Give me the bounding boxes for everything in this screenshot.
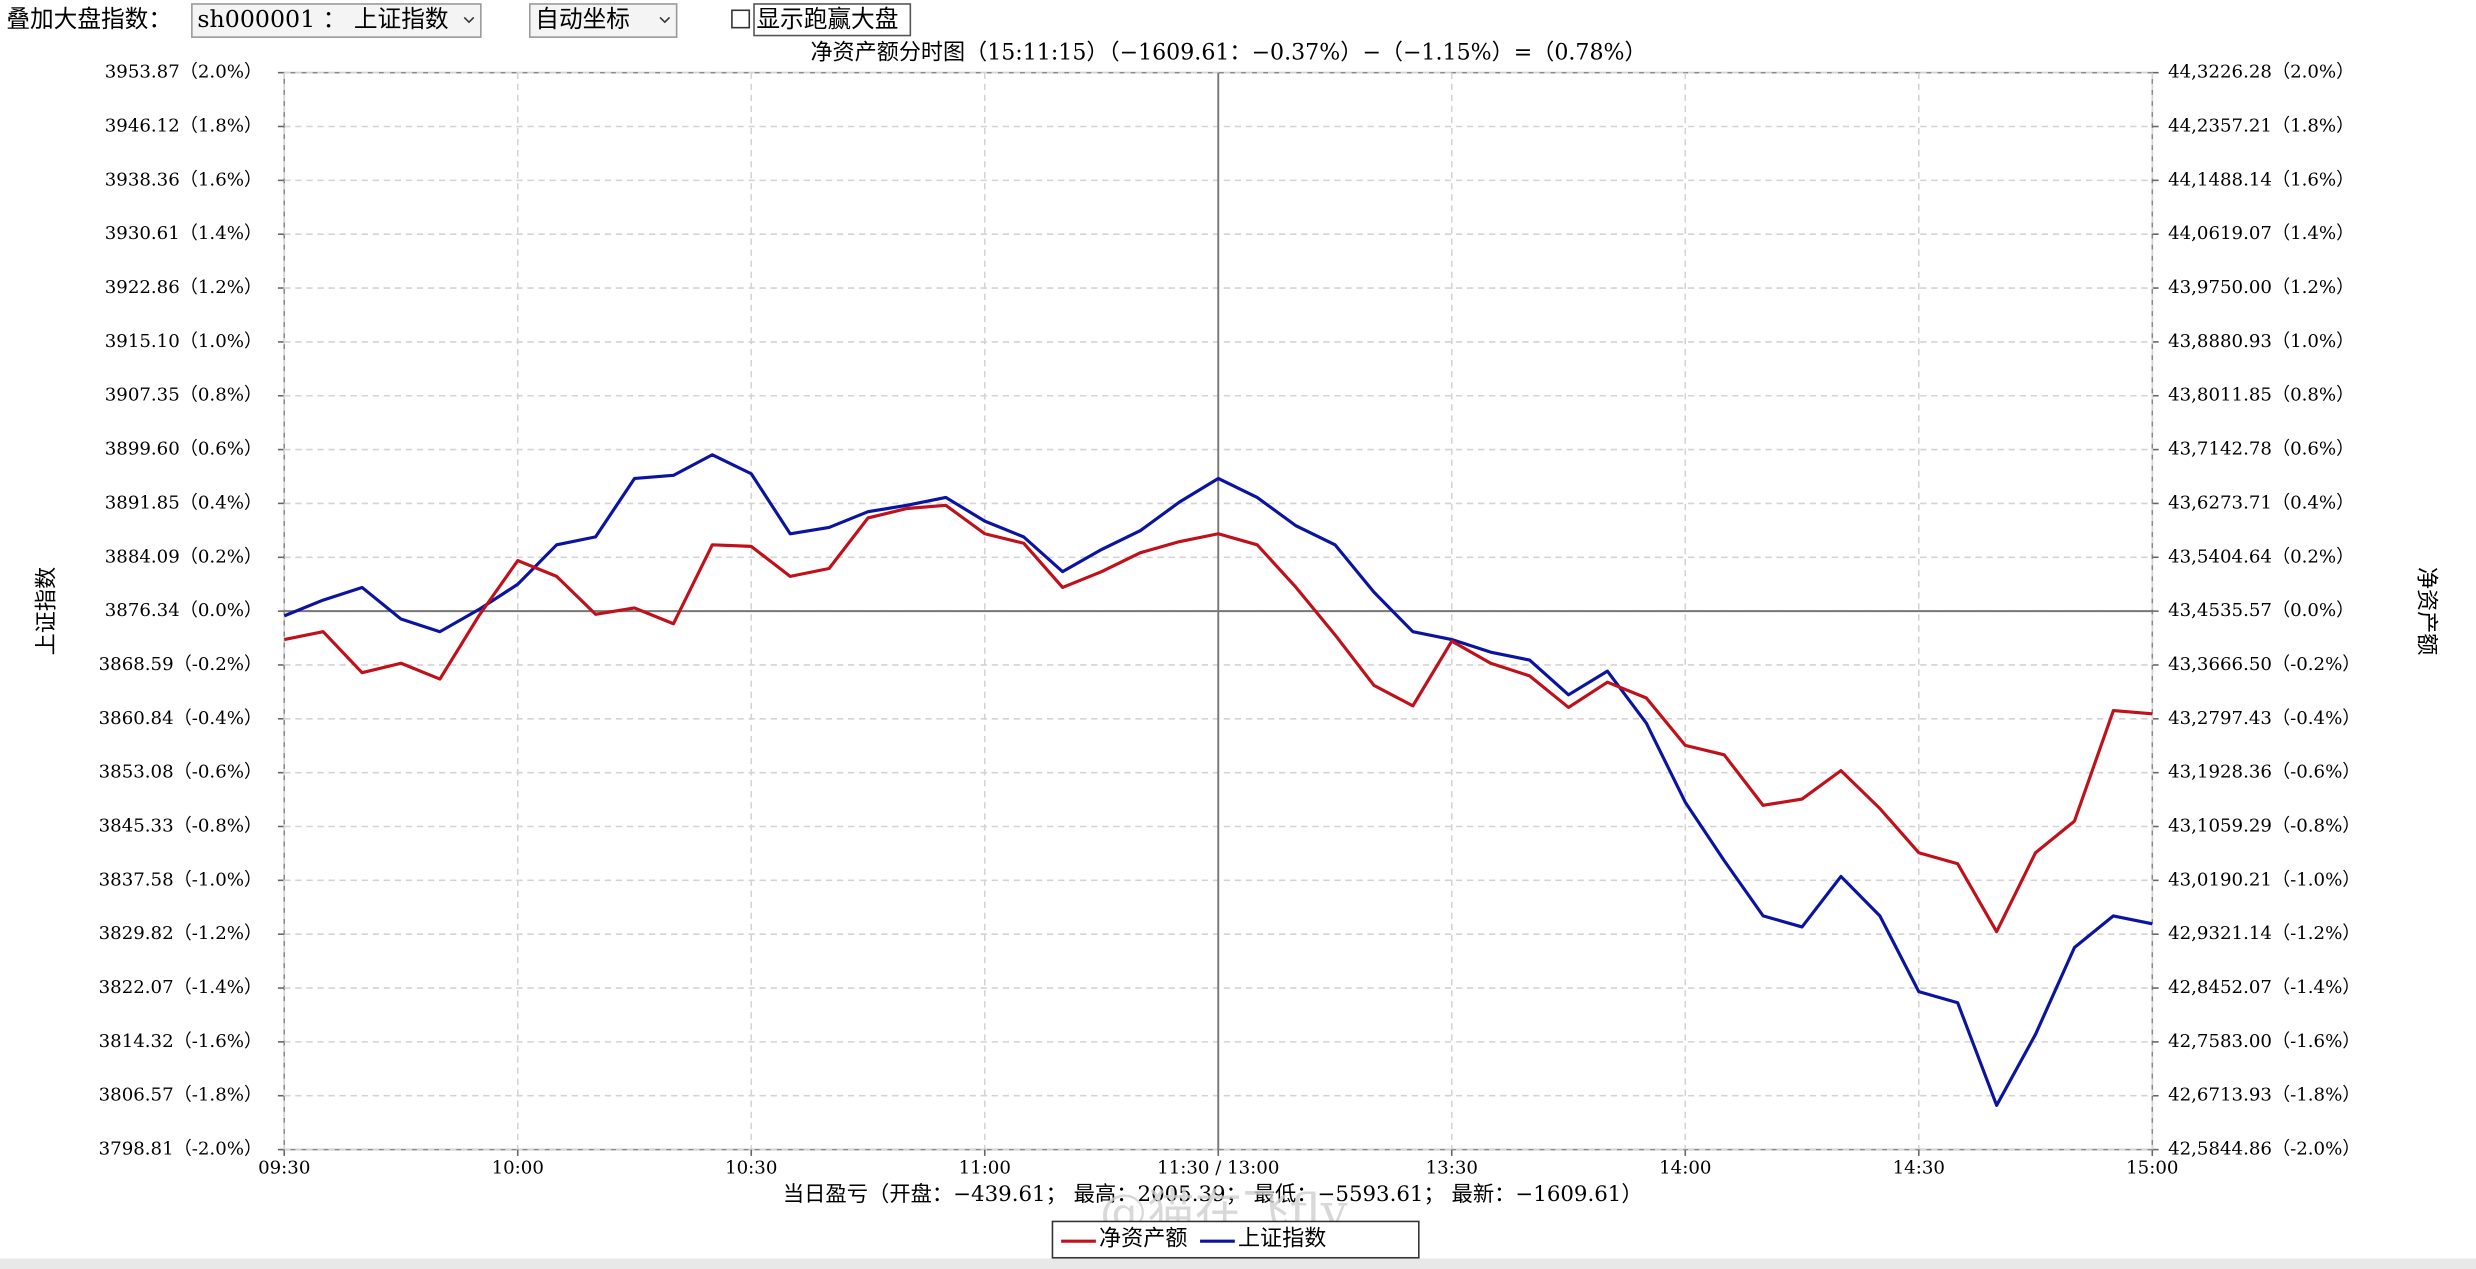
y2-tick-label: 43,3666.50（-0.2%） — [2168, 654, 2360, 675]
legend-box — [1051, 1220, 1420, 1259]
x-tick-label: 14:30 — [1893, 1158, 1945, 1179]
y2-tick-label: 44,2357.21（1.8%） — [2168, 116, 2354, 137]
y2-tick-label: 43,6273.71（0.4%） — [2168, 492, 2354, 513]
x-tick-label: 10:00 — [492, 1158, 544, 1179]
y2-tick-label: 44,1488.14（1.6%） — [2168, 169, 2354, 190]
y-tick-label: 3938.36（1.6%） — [105, 169, 262, 190]
y2-tick-label: 43,1059.29（-0.8%） — [2168, 816, 2360, 837]
y-tick-label: 3806.57（-1.8%） — [99, 1085, 263, 1106]
y-tick-label: 3884.09（0.2%） — [105, 546, 262, 567]
checkbox[interactable] — [731, 9, 751, 29]
y2-tick-label: 43,8011.85（0.8%） — [2168, 385, 2354, 406]
y-tick-label: 3915.10（1.0%） — [105, 331, 262, 352]
x-tick-label: 09:30 — [258, 1158, 310, 1179]
legend-label: 上证指数 — [1238, 1226, 1326, 1252]
y2-tick-label: 44,3226.28（2.0%） — [2168, 62, 2354, 83]
x-tick-label: 15:00 — [2126, 1158, 2178, 1179]
axis-select[interactable]: 自动坐标 — [528, 3, 678, 38]
series-line — [283, 503, 2153, 934]
y2-axis-label: 净资产额 — [2413, 567, 2439, 655]
y2-tick-label: 44,0619.07（1.4%） — [2168, 223, 2354, 244]
series-line — [283, 453, 2153, 1107]
y-tick-label: 3876.34（0.0%） — [105, 600, 262, 621]
y-tick-label: 3845.33（-0.8%） — [99, 816, 263, 837]
select-text[interactable]: 自动坐标 — [535, 5, 630, 33]
plot-area: 3953.87（2.0%） 3946.12（1.8%） 3938.36（1.6%） 3… — [99, 62, 2361, 1179]
y-axis-label: 上证指数 — [33, 567, 59, 655]
y2-tick-label: 43,8880.93（1.0%） — [2168, 331, 2354, 352]
dropdown-arrow[interactable] — [463, 16, 475, 24]
y-tick-label: 3829.82（-1.2%） — [99, 923, 263, 944]
y2-tick-label: 42,8452.07（-1.4%） — [2168, 977, 2360, 998]
x-tick-label: 13:30 — [1426, 1158, 1478, 1179]
checkbox-label[interactable]: 显示跑赢大盘 — [756, 5, 898, 33]
select-text[interactable]: sh000001 ： 上证指数 — [197, 5, 448, 33]
y2-tick-label: 43,1928.36（-0.6%） — [2168, 762, 2360, 783]
legend-label: 净资产额 — [1099, 1226, 1187, 1252]
y2-tick-label: 43,0190.21（-1.0%） — [2168, 869, 2360, 890]
y2-tick-label: 43,9750.00（1.2%） — [2168, 277, 2354, 298]
y-tick-label: 3798.81（-2.0%） — [99, 1139, 263, 1160]
x-tick-label: 10:30 — [725, 1158, 777, 1179]
y-tick-label: 3891.85（0.4%） — [105, 492, 262, 513]
y2-tick-label: 42,5844.86（-2.0%） — [2168, 1139, 2360, 1160]
outperform-toggle[interactable]: 显示跑赢大盘 — [731, 3, 912, 37]
select-box[interactable] — [191, 3, 482, 38]
y-tick-label: 3868.59（-0.2%） — [99, 654, 263, 675]
y2-tick-label: 43,7142.78（0.6%） — [2168, 439, 2354, 460]
y-tick-label: 3946.12（1.8%） — [105, 115, 262, 136]
index-select[interactable]: sh000001 ： 上证指数 — [191, 3, 482, 38]
y2-tick-label: 43,5404.64（0.2%） — [2168, 546, 2354, 567]
y-tick-label: 3953.87（2.0%） — [105, 62, 262, 83]
select-box[interactable] — [528, 3, 678, 38]
y2-tick-label: 43,2797.43（-0.4%） — [2168, 708, 2360, 729]
overlay-label: 叠加大盘指数： — [6, 5, 172, 33]
y-tick-label: 3899.60（0.6%） — [105, 439, 262, 460]
y2-tick-label: 42,7583.00（-1.6%） — [2168, 1031, 2360, 1052]
y-tick-label: 3907.35（0.8%） — [105, 385, 262, 406]
status-strip — [0, 1258, 2476, 1269]
dropdown-arrow[interactable] — [659, 16, 671, 24]
checkbox-label-box[interactable] — [753, 3, 912, 37]
footer: 当日盈亏（开盘：−439.61； 最高：2005.39； 最低：−5593.61… — [783, 1182, 1643, 1207]
y-tick-label: 3814.32（-1.6%） — [99, 1031, 263, 1052]
y-tick-label: 3922.86（1.2%） — [105, 277, 262, 298]
y2-tick-label: 43,4535.57（0.0%） — [2168, 600, 2354, 621]
y-tick-label: 3822.07（-1.4%） — [99, 977, 263, 998]
y-tick-label: 3930.61（1.4%） — [105, 223, 262, 244]
y2-tick-label: 42,9321.14（-1.2%） — [2168, 923, 2360, 944]
y-tick-label: 3853.08（-0.6%） — [99, 762, 263, 783]
y2-tick-label: 42,6713.93（-1.8%） — [2168, 1085, 2360, 1106]
y-tick-label: 3860.84（-0.4%） — [99, 708, 263, 729]
y-tick-label: 3837.58（-1.0%） — [99, 869, 263, 890]
x-tick-label: 11:00 — [959, 1158, 1011, 1179]
x-tick-label: 11:30 / 13:00 — [1157, 1158, 1279, 1179]
chart-title: 净资产额分时图（15:11:15）（−1609.61：−0.37%）−（−1.1… — [810, 40, 1646, 66]
x-tick-label: 14:00 — [1659, 1158, 1711, 1179]
